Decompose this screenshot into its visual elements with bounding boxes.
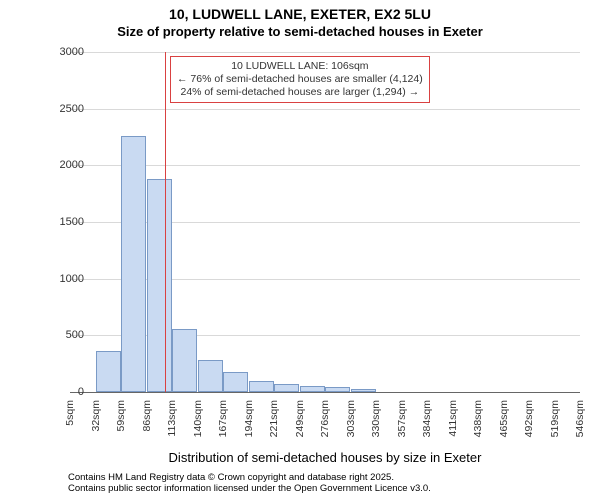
x-tick-label: 519sqm — [549, 400, 561, 460]
page-title: 10, LUDWELL LANE, EXETER, EX2 5LU — [0, 6, 600, 24]
histogram-bar — [300, 386, 325, 392]
x-tick-label: 546sqm — [574, 400, 586, 460]
y-tick-label: 2500 — [34, 103, 84, 115]
x-tick-label: 113sqm — [166, 400, 178, 460]
x-tick-label: 276sqm — [319, 400, 331, 460]
x-tick-label: 384sqm — [421, 400, 433, 460]
histogram-bar — [147, 179, 172, 392]
histogram-bar — [172, 329, 197, 392]
gridline — [70, 109, 580, 110]
histogram-bar — [198, 360, 223, 392]
y-tick-label: 2000 — [34, 159, 84, 171]
y-tick-label: 1000 — [34, 273, 84, 285]
x-tick-label: 140sqm — [192, 400, 204, 460]
gridline — [70, 52, 580, 53]
page-subtitle: Size of property relative to semi-detach… — [0, 24, 600, 40]
x-tick-label: 330sqm — [370, 400, 382, 460]
histogram-bar — [274, 384, 299, 392]
histogram-bar — [96, 351, 121, 392]
histogram-bar — [325, 387, 350, 392]
y-tick-label: 500 — [34, 329, 84, 341]
chart-footer: Contains HM Land Registry data © Crown c… — [68, 472, 431, 495]
histogram-bar — [249, 381, 274, 392]
histogram-bar — [121, 136, 146, 392]
y-tick-label: 0 — [34, 386, 84, 398]
x-tick-label: 194sqm — [243, 400, 255, 460]
x-tick-label: 167sqm — [217, 400, 229, 460]
chart-area: 10 LUDWELL LANE: 106sqm← 76% of semi-det… — [70, 52, 580, 392]
histogram-bar — [223, 372, 248, 392]
x-tick-label: 357sqm — [396, 400, 408, 460]
y-tick-label: 3000 — [34, 46, 84, 58]
x-tick-label: 221sqm — [268, 400, 280, 460]
footer-line: Contains HM Land Registry data © Crown c… — [68, 472, 431, 483]
x-tick-label: 249sqm — [294, 400, 306, 460]
x-tick-label: 411sqm — [447, 400, 459, 460]
x-tick-label: 465sqm — [498, 400, 510, 460]
y-tick-label: 1500 — [34, 216, 84, 228]
x-tick-label: 5sqm — [64, 400, 76, 460]
x-tick-label: 59sqm — [115, 400, 127, 460]
annotation-line: 10 LUDWELL LANE: 106sqm — [177, 60, 423, 73]
annotation-box: 10 LUDWELL LANE: 106sqm← 76% of semi-det… — [170, 56, 430, 103]
histogram-bar — [351, 389, 376, 392]
property-marker-line — [165, 52, 166, 392]
x-tick-label: 86sqm — [141, 400, 153, 460]
footer-line: Contains public sector information licen… — [68, 483, 431, 494]
gridline — [70, 392, 580, 393]
x-tick-label: 32sqm — [90, 400, 102, 460]
annotation-line: 24% of semi-detached houses are larger (… — [177, 86, 423, 99]
annotation-line: ← 76% of semi-detached houses are smalle… — [177, 73, 423, 86]
x-tick-label: 492sqm — [523, 400, 535, 460]
gridline — [70, 165, 580, 166]
x-tick-label: 438sqm — [472, 400, 484, 460]
x-tick-label: 303sqm — [345, 400, 357, 460]
